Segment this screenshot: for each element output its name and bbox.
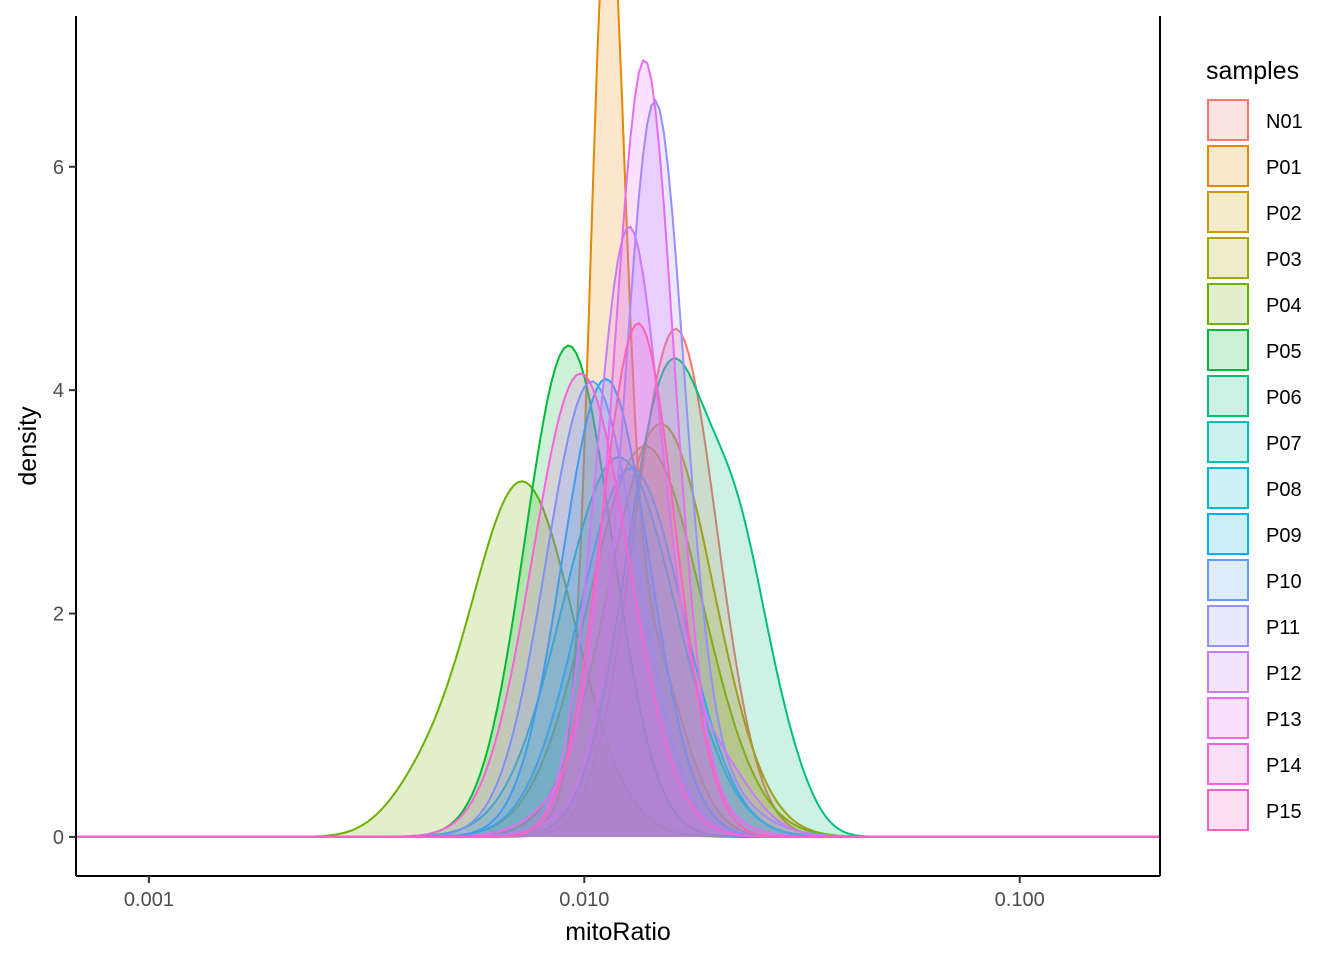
legend-title: samples [1206, 57, 1299, 85]
legend-item-p11: P11 [1207, 605, 1300, 647]
legend-swatch [1207, 743, 1249, 785]
legend-swatch [1207, 559, 1249, 601]
density-line-p15 [76, 321, 1160, 838]
legend-label: P08 [1266, 479, 1302, 501]
legend-label: P04 [1266, 295, 1302, 317]
legend-item-p03: P03 [1207, 237, 1302, 279]
legend-swatch [1207, 421, 1249, 463]
legend-swatch [1207, 237, 1249, 279]
legend-label: P01 [1266, 157, 1302, 179]
legend-swatch [1207, 789, 1249, 831]
legend-item-p06: P06 [1207, 375, 1302, 417]
density-area-p06 [76, 358, 1160, 837]
x-tick-label: 0.010 [559, 889, 609, 911]
legend-item-p14: P14 [1207, 743, 1302, 785]
legend-item-p10: P10 [1207, 559, 1302, 601]
x-axis-title: mitoRatio [565, 918, 671, 946]
legend-swatch [1207, 191, 1249, 233]
legend-label: P11 [1266, 617, 1300, 639]
legend-swatch [1207, 145, 1249, 187]
density-area-p05 [76, 345, 1160, 837]
legend-label: P06 [1266, 387, 1302, 409]
legend-item-n01: N01 [1207, 99, 1303, 141]
axes: 0.001 0.010 0.100 0 2 4 6 [53, 16, 1161, 911]
legend-swatch [1207, 513, 1249, 555]
legend-label: P03 [1266, 249, 1302, 271]
legend-label: P05 [1266, 341, 1302, 363]
legend-swatch [1207, 605, 1249, 647]
y-tick-label: 0 [53, 827, 64, 849]
legend-label: P14 [1266, 755, 1302, 777]
legend-swatch [1207, 375, 1249, 417]
legend-item-p01: P01 [1207, 145, 1302, 187]
density-area-p11 [76, 100, 1160, 837]
legend-swatch [1207, 99, 1249, 141]
density-area-p07 [76, 457, 1160, 837]
legend-label: P07 [1266, 433, 1302, 455]
density-area-p10 [76, 381, 1160, 837]
legend-label: N01 [1266, 111, 1303, 133]
density-area-p08 [76, 468, 1160, 837]
legend-swatch [1207, 283, 1249, 325]
legend-item-p15: P15 [1207, 789, 1302, 831]
legend-item-p08: P08 [1207, 467, 1302, 509]
legend-label: P15 [1266, 801, 1302, 823]
legend-item-p04: P04 [1207, 283, 1302, 325]
legend-swatch [1207, 651, 1249, 693]
x-tick-label: 0.100 [995, 889, 1045, 911]
legend-item-p09: P09 [1207, 513, 1302, 555]
legend-label: P13 [1266, 709, 1302, 731]
density-series-p15 [76, 321, 1160, 838]
legend-label: P09 [1266, 525, 1302, 547]
y-tick-label: 2 [53, 604, 64, 626]
density-area-p01 [76, 0, 1160, 837]
density-area-p03 [76, 446, 1160, 837]
legend-item-p13: P13 [1207, 697, 1302, 739]
y-axis-title: density [14, 406, 42, 486]
legend: samples N01 P01 P02 P03 P04 P05 P06 P07 P08 P09 P1… [1206, 57, 1303, 831]
density-area-p14 [76, 373, 1160, 837]
density-area-p12 [76, 226, 1160, 837]
x-tick-label: 0.001 [124, 889, 174, 911]
legend-swatch [1207, 467, 1249, 509]
legend-label: P10 [1266, 571, 1302, 593]
legend-item-p12: P12 [1207, 651, 1302, 693]
legend-label: P02 [1266, 203, 1302, 225]
density-area-p15 [76, 323, 1160, 837]
legend-swatch [1207, 697, 1249, 739]
density-area-p09 [76, 379, 1160, 837]
density-area-n01 [76, 328, 1160, 837]
legend-item-p05: P05 [1207, 329, 1302, 371]
y-tick-label: 6 [53, 157, 64, 179]
legend-swatch [1207, 329, 1249, 371]
plot-area [76, 0, 1160, 838]
legend-item-p07: P07 [1207, 421, 1302, 463]
legend-item-p02: P02 [1207, 191, 1302, 233]
y-tick-label: 4 [53, 380, 64, 402]
density-area-p13 [76, 60, 1160, 837]
legend-label: P12 [1266, 663, 1302, 685]
density-area-p02 [76, 423, 1160, 837]
